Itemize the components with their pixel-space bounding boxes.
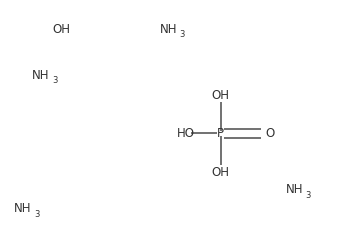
Text: 3: 3: [52, 76, 57, 85]
Text: 3: 3: [305, 191, 311, 200]
Text: O: O: [266, 127, 275, 140]
Text: NH: NH: [14, 202, 32, 215]
Text: NH: NH: [160, 23, 177, 36]
Text: OH: OH: [212, 166, 230, 179]
Text: OH: OH: [212, 89, 230, 102]
Text: NH: NH: [285, 183, 303, 197]
Text: 3: 3: [180, 30, 185, 39]
Text: NH: NH: [32, 69, 50, 82]
Text: OH: OH: [52, 23, 70, 36]
Text: HO: HO: [177, 127, 195, 140]
Text: P: P: [217, 127, 224, 140]
Text: 3: 3: [34, 210, 39, 219]
